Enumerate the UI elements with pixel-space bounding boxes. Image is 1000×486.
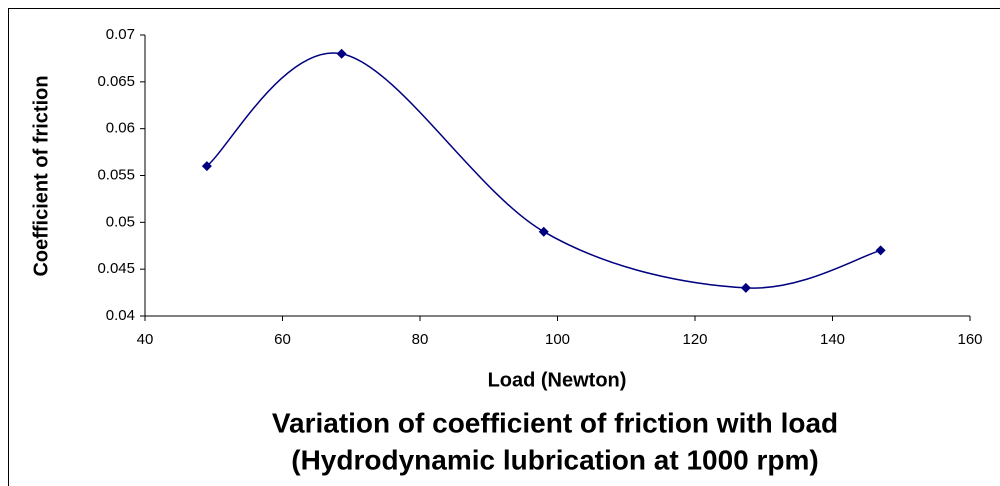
marker: [336, 48, 347, 59]
y-tick-label: 0.06: [106, 120, 135, 137]
x-tick-label: 60: [274, 331, 291, 348]
y-axis-label: Coefficient of friction: [30, 75, 52, 276]
y-tick-label: 0.055: [97, 166, 135, 183]
y-tick-label: 0.065: [97, 73, 135, 90]
x-tick-label: 160: [957, 331, 982, 348]
marker: [201, 161, 212, 172]
marker: [538, 226, 549, 237]
frame: [8, 8, 1000, 486]
x-tick-label: 140: [820, 331, 845, 348]
y-tick-label: 0.045: [97, 260, 135, 277]
marker: [875, 245, 886, 256]
y-tick-label: 0.04: [106, 307, 135, 324]
x-axis-label: Load (Newton): [488, 369, 627, 391]
x-tick-label: 40: [137, 331, 154, 348]
chart-title: Variation of coefficient of friction wit…: [272, 407, 838, 438]
x-tick-label: 100: [545, 331, 570, 348]
y-tick-label: 0.05: [106, 213, 135, 230]
chart-subtitle: (Hydrodynamic lubrication at 1000 rpm): [291, 444, 818, 475]
marker: [740, 282, 751, 293]
x-tick-label: 80: [412, 331, 429, 348]
y-tick-label: 0.07: [106, 26, 135, 43]
x-tick-label: 120: [682, 331, 707, 348]
line: [206, 52, 881, 289]
